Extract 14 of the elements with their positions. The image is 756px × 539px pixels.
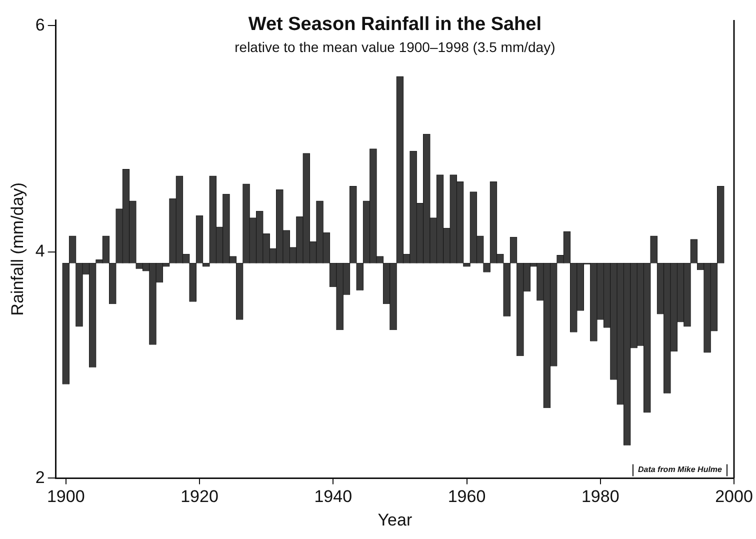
x-tick-label: 1900 <box>46 487 85 506</box>
y-tick-label: 4 <box>35 242 45 261</box>
x-tick-label: 1980 <box>581 487 620 506</box>
x-tick-label: 1920 <box>180 487 218 506</box>
x-axis-title: Year <box>378 510 412 530</box>
x-tick-label: 1940 <box>314 487 352 506</box>
annotation: Data from Mike Hulme <box>638 465 723 474</box>
y-tick-label: 6 <box>35 15 45 34</box>
x-tick-label: 1960 <box>448 487 486 506</box>
y-axis-title: Rainfall (mm/day) <box>8 182 27 316</box>
y-tick-label: 2 <box>35 468 45 487</box>
chart-title: Wet Season Rainfall in the Sahel <box>248 14 542 35</box>
x-tick-label: 2000 <box>715 487 753 506</box>
text: relative to the mean value 1900–1998 (3.5 mm/day) <box>234 39 556 55</box>
